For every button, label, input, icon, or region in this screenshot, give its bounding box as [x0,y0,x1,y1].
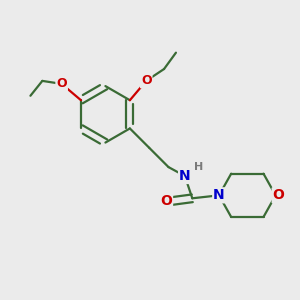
Text: O: O [56,77,67,90]
Text: O: O [160,194,172,208]
Text: H: H [194,162,204,172]
Text: N: N [213,188,225,202]
Text: O: O [273,188,284,202]
Text: O: O [141,74,152,87]
Text: N: N [179,169,191,183]
